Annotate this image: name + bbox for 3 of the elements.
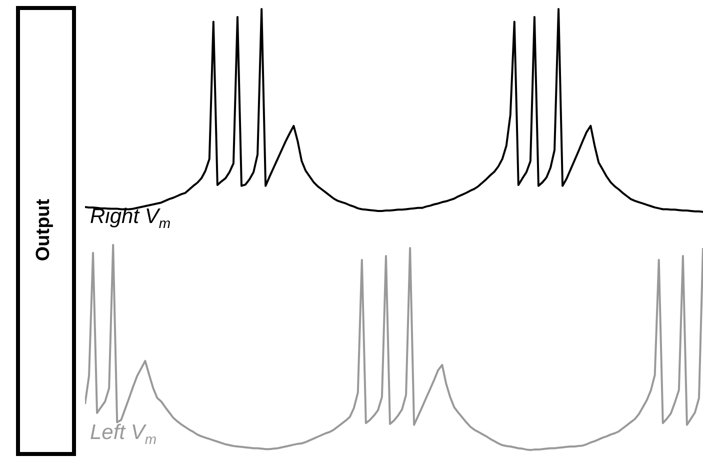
series-label: Left V$_{m}$ [90, 421, 157, 448]
y-axis-title: Output [33, 198, 55, 262]
series-label: Right V$_{m}$ [90, 205, 171, 232]
